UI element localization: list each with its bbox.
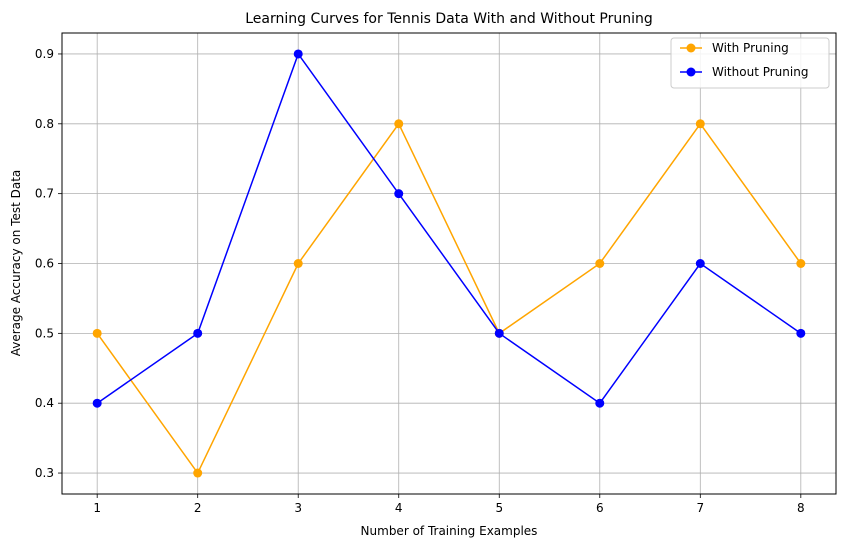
data-point-without-pruning — [796, 328, 806, 338]
y-tick-label: 0.3 — [35, 466, 54, 480]
data-point-without-pruning — [695, 259, 705, 268]
data-point-with-pruning — [394, 119, 404, 129]
data-point-with-pruning — [193, 468, 203, 478]
axis-ticks: 1 2 3 4 5 6 7 8 0.3 0.4 0.5 0.6 0.7 0.8 0.9 — [35, 47, 805, 515]
y-tick-label: 0.8 — [35, 117, 54, 131]
y-tick-label: 0.6 — [35, 257, 54, 271]
y-tick-label: 0.5 — [35, 326, 54, 340]
series-group — [92, 49, 806, 478]
legend-box — [670, 37, 830, 89]
series-line-without-pruning — [96, 52, 802, 405]
data-point-with-pruning — [695, 119, 705, 129]
data-point-without-pruning — [92, 398, 102, 408]
series-line-with-pruning — [96, 122, 802, 475]
y-tick-label: 0.7 — [35, 187, 54, 201]
legend-label-with-pruning: With Pruning — [712, 41, 789, 55]
x-tick-label: 6 — [596, 501, 604, 515]
data-point-with-pruning — [293, 259, 303, 268]
x-tick-label: 4 — [395, 501, 403, 515]
x-axis-label: Number of Training Examples — [361, 524, 538, 538]
data-point-without-pruning — [494, 328, 504, 338]
data-point-with-pruning — [92, 328, 102, 338]
data-point-without-pruning — [293, 49, 303, 59]
legend-marker-with-pruning — [686, 43, 696, 53]
data-point-without-pruning — [394, 189, 404, 199]
legend-label-without-pruning: Without Pruning — [712, 65, 808, 79]
x-tick-label: 8 — [797, 501, 805, 515]
x-tick-label: 5 — [495, 501, 503, 515]
y-axis-label: Average Accuracy on Test Data — [9, 170, 23, 357]
x-tick-label: 2 — [194, 501, 202, 515]
x-tick-label: 1 — [93, 501, 101, 515]
legend-marker-without-pruning — [686, 67, 696, 77]
data-point-without-pruning — [193, 328, 203, 338]
data-point-with-pruning — [796, 259, 806, 268]
x-tick-label: 7 — [696, 501, 704, 515]
grid — [62, 33, 836, 494]
x-tick-label: 3 — [294, 501, 302, 515]
chart-title: Learning Curves for Tennis Data With and… — [245, 11, 653, 27]
y-tick-label: 0.9 — [35, 47, 54, 61]
y-tick-label: 0.4 — [35, 396, 54, 410]
data-point-without-pruning — [595, 398, 605, 408]
data-point-with-pruning — [595, 259, 605, 268]
legend: With Pruning Without Pruning — [670, 37, 830, 89]
